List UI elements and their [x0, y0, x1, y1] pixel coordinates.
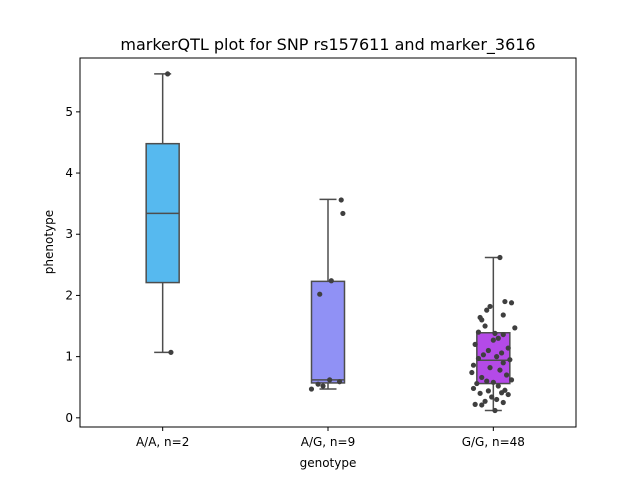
y-tick-label: 2: [65, 288, 73, 302]
data-point: [500, 312, 506, 318]
y-tick-label: 3: [65, 227, 73, 241]
data-point: [479, 317, 485, 323]
y-tick-label: 0: [65, 411, 73, 425]
data-point: [499, 390, 505, 396]
data-point: [490, 337, 496, 343]
data-point: [469, 369, 475, 376]
data-point: [502, 298, 508, 305]
data-point: [472, 401, 478, 407]
data-point: [512, 325, 518, 331]
data-point: [327, 377, 333, 383]
data-point: [484, 378, 490, 384]
data-point: [168, 349, 174, 355]
box-iqr: [310, 280, 346, 384]
y-tick-label: 5: [65, 105, 73, 119]
data-point: [485, 388, 491, 394]
data-point: [505, 345, 511, 351]
data-point: [482, 323, 488, 329]
data-point: [490, 379, 496, 385]
x-axis: A/A, n=2 A/G, n=9 G/G, n=48: [136, 427, 525, 449]
data-point: [492, 330, 498, 336]
x-tick-label: A/G, n=9: [301, 435, 355, 449]
data-point: [503, 372, 510, 378]
data-point: [480, 352, 487, 358]
data-point: [470, 362, 477, 368]
data-point: [495, 383, 501, 389]
data-point: [479, 374, 485, 381]
data-point: [308, 386, 315, 392]
data-point: [494, 354, 500, 360]
data-point: [340, 210, 346, 217]
y-axis: 0 1 2 3 4 5: [65, 105, 80, 425]
box-group: [310, 198, 346, 390]
data-point: [508, 300, 515, 306]
chart-title: markerQTL plot for SNP rs157611 and mark…: [120, 35, 535, 55]
data-point: [492, 407, 498, 414]
data-point: [499, 350, 505, 356]
data-point: [507, 357, 513, 363]
data-point: [477, 390, 483, 396]
y-tick-label: 4: [65, 166, 73, 180]
data-point: [482, 398, 488, 404]
data-point: [497, 367, 503, 373]
data-point: [505, 391, 511, 398]
data-point: [500, 331, 506, 338]
data-point: [500, 360, 506, 366]
x-tick-label: G/G, n=48: [462, 435, 525, 449]
data-point: [475, 355, 482, 362]
data-point: [508, 377, 515, 383]
data-point: [485, 347, 491, 354]
x-tick-label: A/A, n=2: [136, 435, 189, 449]
data-point: [328, 278, 334, 284]
data-point: [315, 381, 321, 387]
y-tick-label: 1: [65, 350, 73, 364]
data-point: [497, 254, 503, 261]
data-point: [489, 394, 495, 400]
data-point: [495, 335, 501, 341]
data-point: [494, 396, 500, 403]
box-group: [145, 73, 180, 354]
data-point: [479, 402, 485, 408]
data-point: [487, 365, 493, 371]
data-point: [484, 307, 490, 313]
data-point: [336, 379, 343, 385]
data-point: [320, 383, 326, 389]
data-point: [500, 399, 506, 406]
data-point: [338, 197, 344, 203]
x-axis-label: genotype: [300, 456, 357, 470]
data-point: [470, 385, 477, 392]
y-axis-label: phenotype: [42, 210, 56, 274]
data-point: [165, 71, 171, 77]
data-point: [472, 341, 478, 347]
data-point: [317, 291, 323, 297]
data-point: [474, 380, 480, 387]
plot-area: [145, 71, 518, 414]
data-point: [475, 329, 482, 335]
data-point: [487, 303, 493, 310]
